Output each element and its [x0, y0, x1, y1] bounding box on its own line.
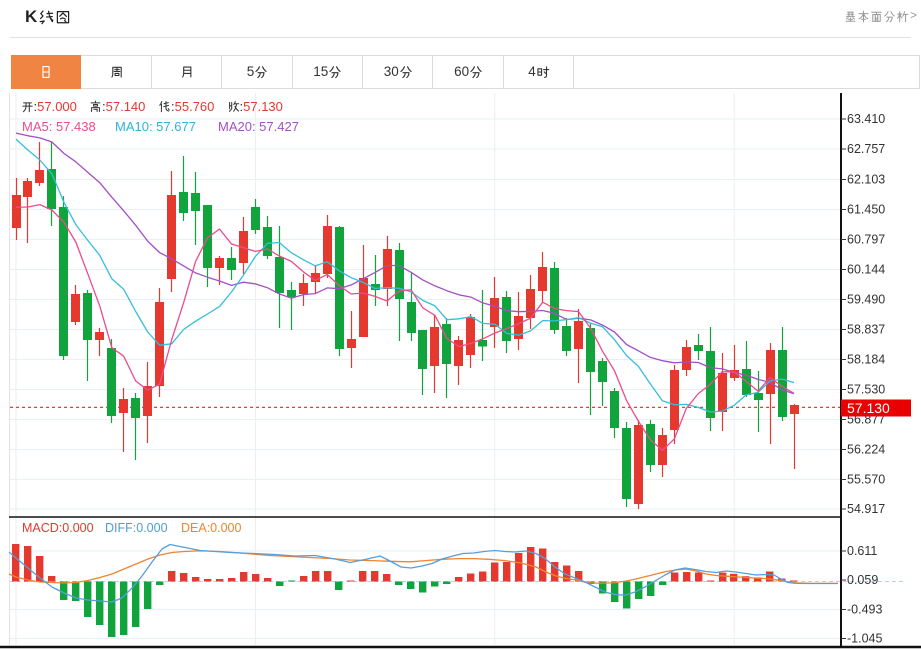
svg-text:-1.045: -1.045	[847, 632, 882, 646]
svg-text:58.184: 58.184	[847, 353, 885, 367]
svg-text:58.837: 58.837	[847, 323, 885, 337]
svg-text:0.059: 0.059	[847, 573, 878, 587]
svg-text:57.530: 57.530	[847, 383, 885, 397]
svg-text:57.130: 57.130	[847, 400, 890, 416]
svg-text:60.797: 60.797	[847, 233, 885, 247]
svg-text:55.570: 55.570	[847, 473, 885, 487]
svg-text:-0.493: -0.493	[847, 603, 882, 617]
svg-text:61.450: 61.450	[847, 203, 885, 217]
svg-text:63.410: 63.410	[847, 112, 885, 126]
svg-text:54.917: 54.917	[847, 502, 885, 516]
svg-text:0.611: 0.611	[847, 544, 877, 558]
svg-text:60.144: 60.144	[847, 263, 885, 277]
svg-text:62.103: 62.103	[847, 173, 885, 187]
svg-text:62.757: 62.757	[847, 142, 885, 156]
svg-text:59.490: 59.490	[847, 293, 885, 307]
svg-text:56.224: 56.224	[847, 443, 885, 457]
